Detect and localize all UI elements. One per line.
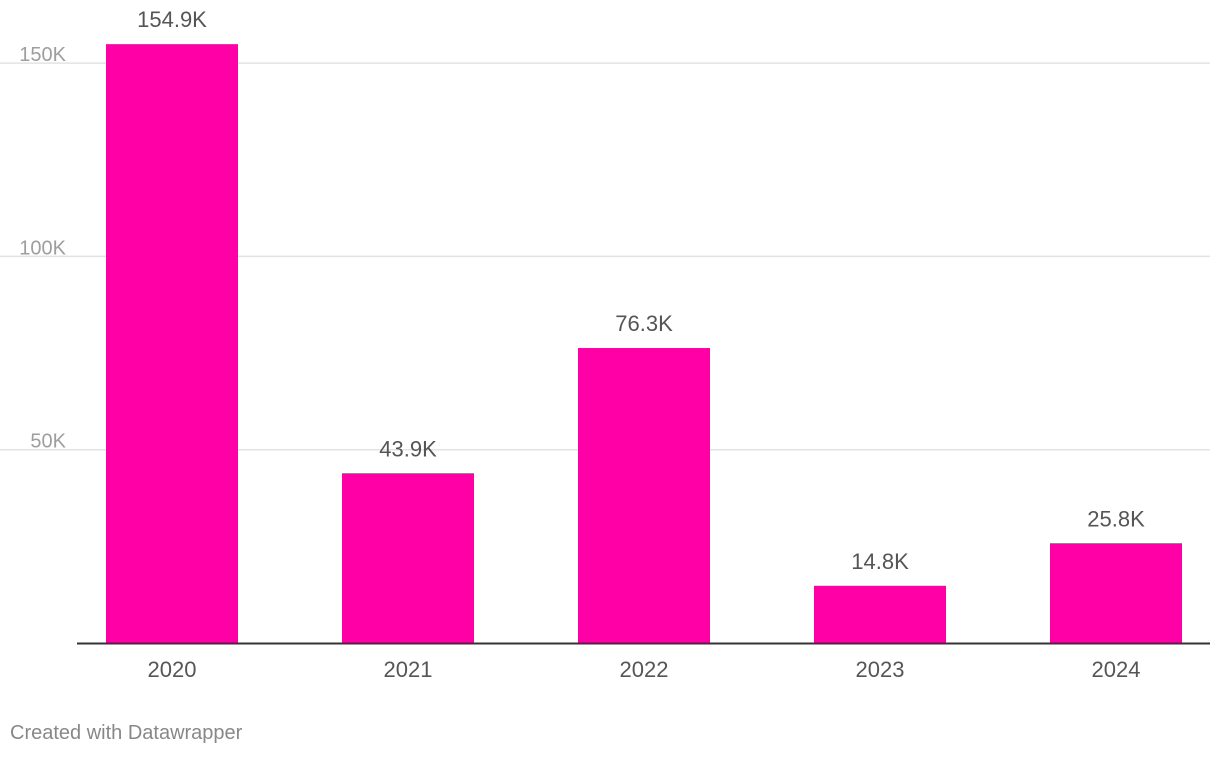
bar-2020 — [106, 44, 238, 643]
value-labels: 154.9K 43.9K 76.3K 14.8K 25.8K — [137, 7, 1145, 574]
y-axis-tick-labels: 50K 100K 150K — [19, 44, 66, 453]
footer-credit: Created with Datawrapper — [10, 722, 243, 744]
bar-2021 — [342, 473, 474, 643]
value-label: 14.8K — [851, 549, 909, 574]
bar-2022 — [578, 348, 710, 643]
category-label: 2022 — [620, 657, 669, 682]
category-label: 2023 — [856, 657, 905, 682]
value-label: 43.9K — [379, 436, 437, 461]
category-label: 2024 — [1092, 657, 1141, 682]
bar-2023 — [814, 585, 946, 643]
y-tick-label: 50K — [30, 431, 66, 453]
x-axis-category-labels: 2020 2021 2022 2023 2024 — [148, 657, 1141, 682]
bars — [106, 44, 1182, 643]
value-label: 154.9K — [137, 7, 207, 32]
y-tick-label: 150K — [19, 44, 66, 66]
bar-2024 — [1050, 543, 1182, 643]
value-label: 25.8K — [1087, 506, 1145, 531]
category-label: 2021 — [384, 657, 433, 682]
value-label: 76.3K — [615, 311, 673, 336]
category-label: 2020 — [148, 657, 197, 682]
y-tick-label: 100K — [19, 237, 66, 259]
